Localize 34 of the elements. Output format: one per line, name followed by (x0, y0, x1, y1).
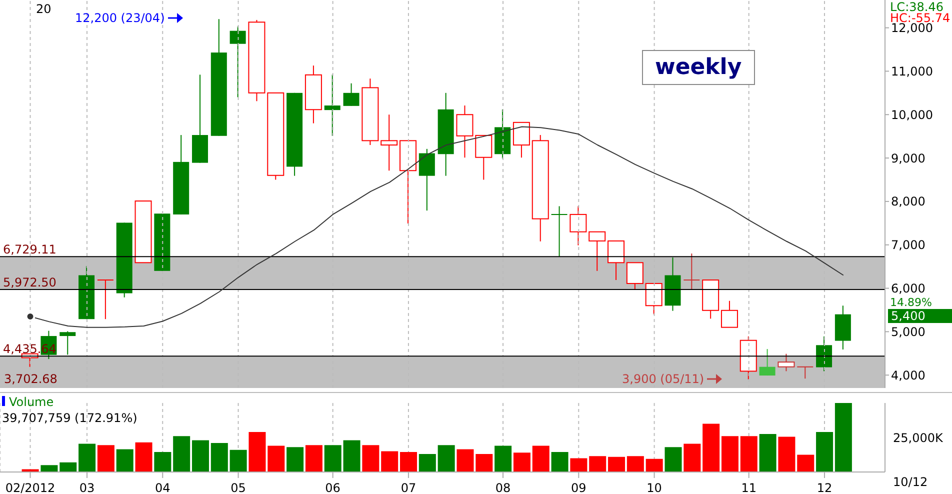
y-tick-label: 7,000 (891, 238, 926, 252)
annotation: 12,200 (23/04) (75, 11, 165, 25)
y-tick-label: 12,000 (891, 21, 933, 36)
ref-line-label: 5,972.50 (3, 275, 56, 290)
y-tick-label: 10,000 (891, 108, 933, 122)
x-tick-label: 11 (741, 481, 756, 494)
y-tick-label: 8,000 (891, 194, 926, 209)
x-tick-label: 02/2012 (5, 481, 56, 494)
y-tick-label: 5,000 (891, 324, 926, 339)
text: 10/12 (893, 475, 928, 489)
y-tick-label: 11,000 (891, 64, 933, 78)
text: 25,000K (893, 431, 943, 445)
x-tick-label: 04 (154, 481, 170, 494)
x-tick-label: 08 (495, 481, 511, 494)
text: 5,400 (891, 309, 926, 323)
y-tick-label: 9,000 (891, 151, 926, 166)
y-tick-label: 4,000 (891, 368, 926, 382)
ref-line-label: 6,729.11 (3, 242, 56, 257)
chart-title: Volume (8, 395, 54, 409)
x-tick-label: 12 (816, 481, 832, 494)
text: 14.89% (890, 296, 932, 309)
annotation: 3,900 (05/11) (622, 372, 704, 386)
text: LC:38.46 (890, 0, 944, 14)
x-tick-label: 03 (79, 481, 95, 494)
annotation: 3,702.68 (4, 372, 58, 386)
x-tick-label: 09 (571, 481, 586, 494)
annotation: 39,707,759 (172.91%) (2, 411, 138, 425)
x-tick-label: 06 (325, 481, 340, 494)
text: weekly (642, 50, 755, 85)
y-tick-label: 6,000 (891, 282, 926, 296)
x-tick-label: 07 (400, 481, 416, 494)
x-tick-label: 05 (230, 481, 246, 494)
annotation: 20 (36, 2, 52, 16)
x-tick-label: 10 (646, 481, 662, 494)
